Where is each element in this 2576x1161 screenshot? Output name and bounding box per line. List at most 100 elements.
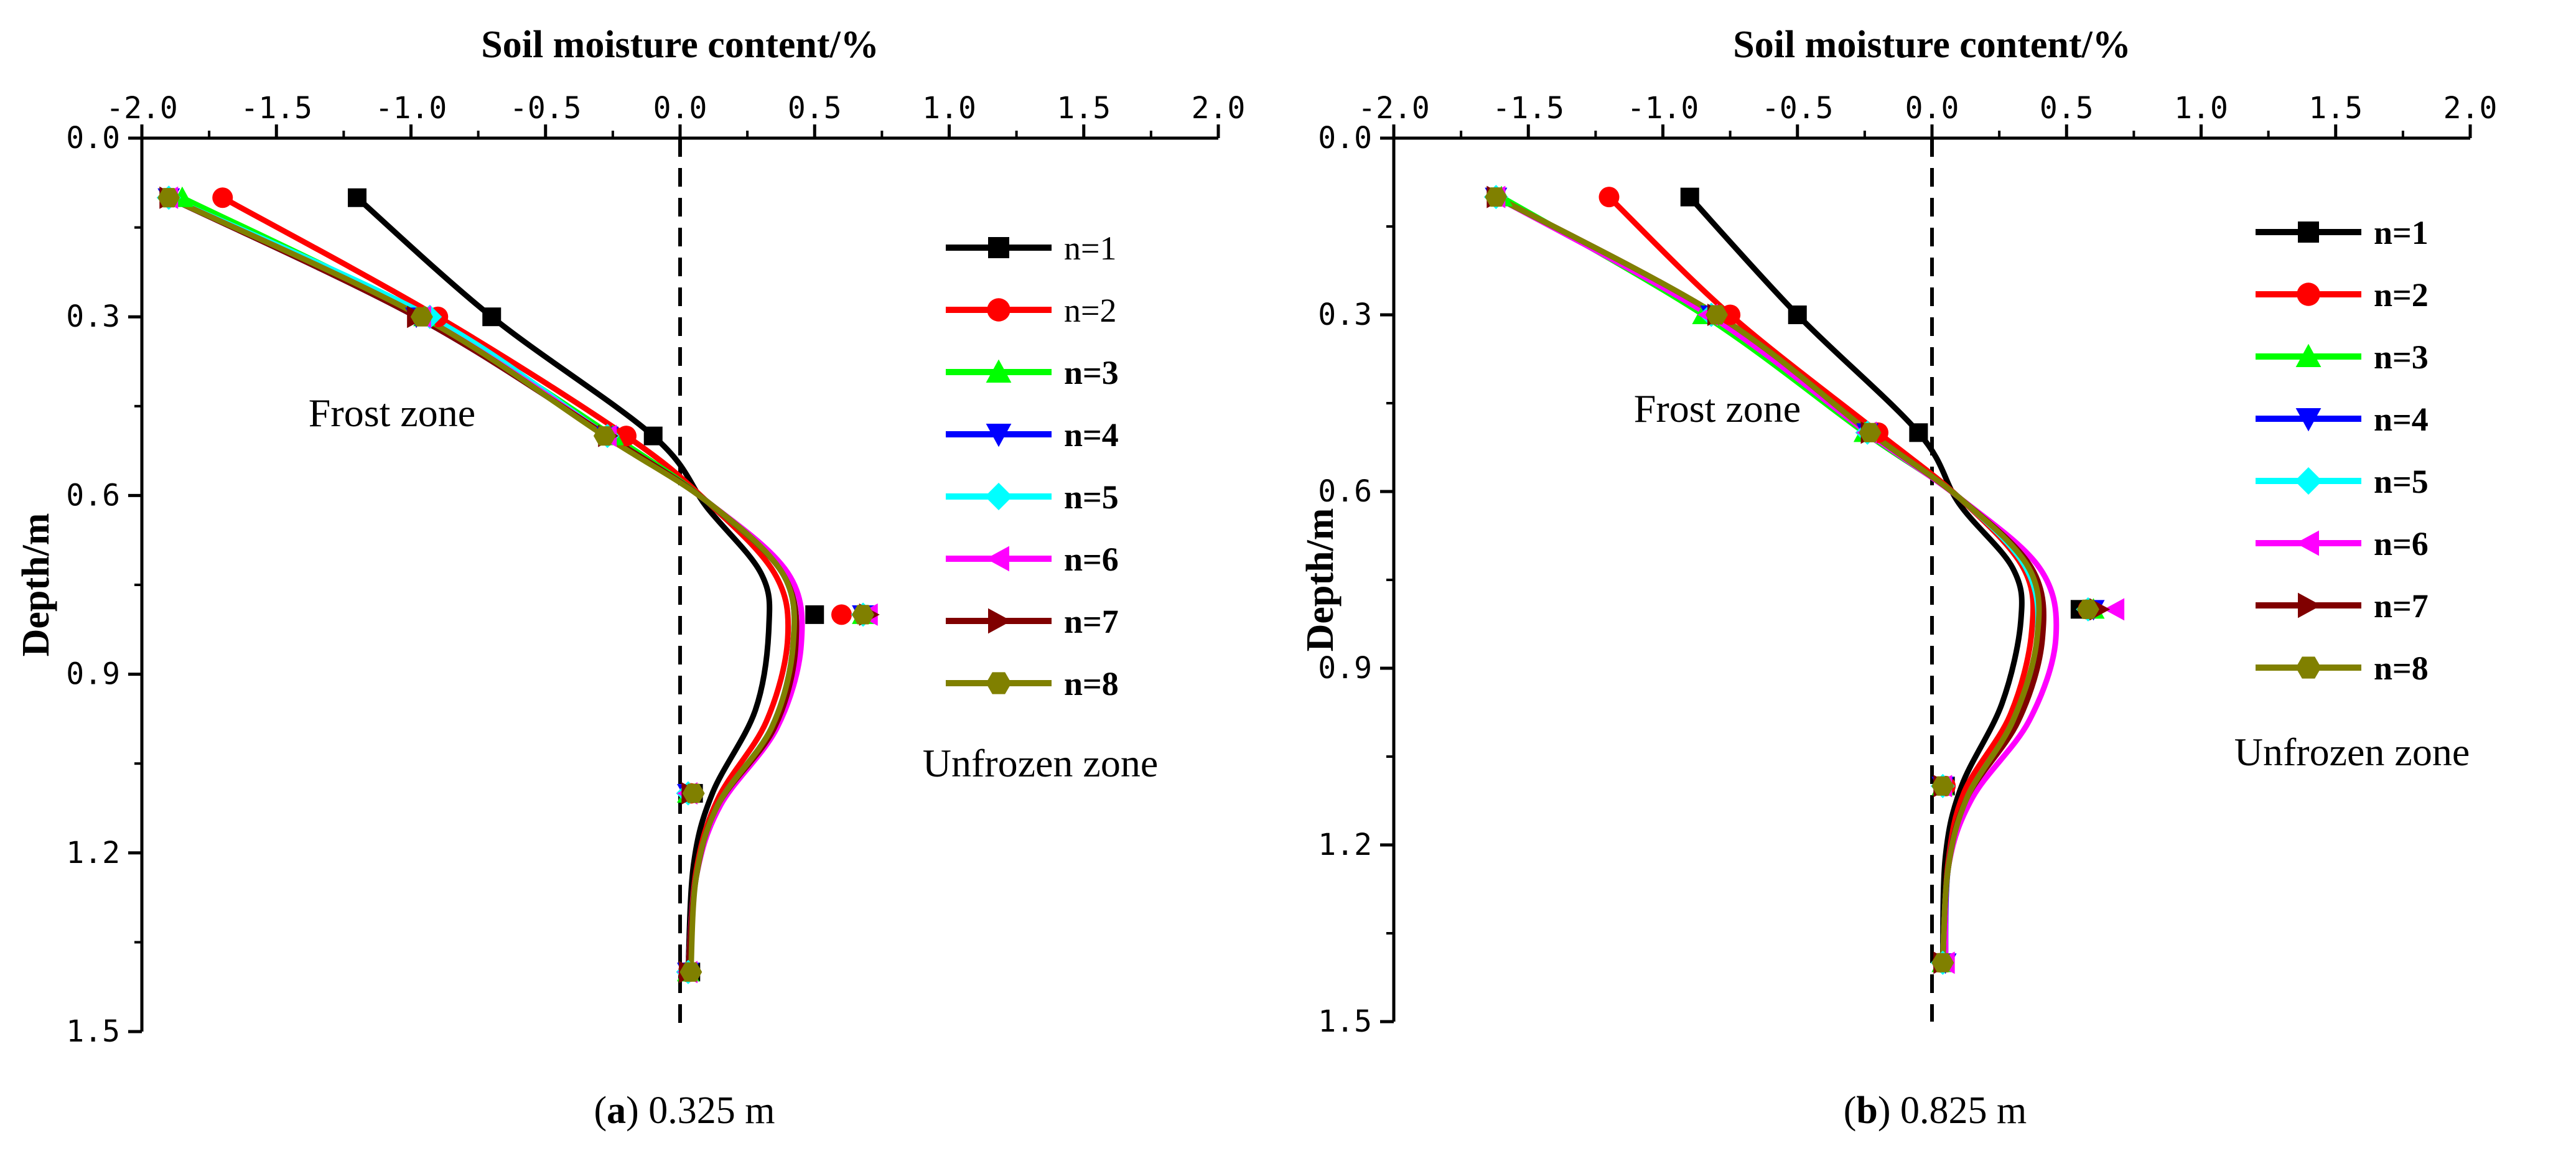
data-point-n=2	[212, 187, 233, 208]
y-tick-label: 0.6	[66, 478, 120, 513]
y-tick-label: 0.9	[1318, 651, 1372, 686]
legend-marker	[986, 424, 1012, 447]
legend-item: n=2	[2256, 276, 2429, 314]
legend-marker	[2295, 343, 2322, 367]
legend-item: n=4	[2256, 401, 2429, 438]
y-axis-title: Depth/m	[15, 513, 57, 657]
legend-item: n=3	[946, 354, 1119, 391]
series-line-n=7	[1493, 194, 2046, 966]
legend-item: n=7	[2256, 587, 2429, 625]
data-point-n=8	[593, 426, 616, 446]
legend-marker	[987, 298, 1010, 322]
x-tick-label: -1.0	[375, 91, 447, 126]
data-point-n=8	[410, 307, 433, 327]
legend-item: n=2	[946, 292, 1116, 329]
data-point-n=8	[157, 188, 180, 208]
data-point-n=8	[1931, 776, 1954, 796]
legend-label: n=7	[1064, 603, 1119, 640]
legend-item: n=3	[2256, 338, 2429, 376]
series-line-n=8	[1493, 194, 2042, 966]
legend-marker	[986, 672, 1012, 694]
data-point-n=8	[1931, 953, 1954, 972]
y-tick-label: 0.0	[1318, 121, 1372, 156]
legend-label: n=8	[1064, 665, 1119, 702]
x-tick-label: 1.5	[2308, 91, 2363, 126]
legend-item: n=6	[946, 541, 1119, 578]
legend-label: n=2	[1064, 292, 1116, 329]
x-axis-title: Soil moisture content/%	[481, 24, 879, 66]
data-point-n=8	[1485, 187, 1508, 207]
x-tick-label: -1.0	[1627, 91, 1699, 126]
data-point-n=2	[1598, 187, 1620, 208]
x-axis-title: Soil moisture content/%	[1733, 24, 2131, 66]
x-tick-label: -1.5	[1492, 91, 1564, 126]
legend-marker	[988, 237, 1009, 258]
y-tick-label: 0.0	[66, 121, 120, 156]
y-tick-label: 1.2	[66, 836, 120, 870]
legend-marker	[988, 608, 1012, 634]
legend-item: n=8	[2256, 650, 2429, 687]
data-point-n=1	[348, 188, 366, 207]
legend-label: n=3	[2374, 338, 2429, 376]
legend-label: n=1	[1064, 230, 1116, 267]
x-tick-label: 2.0	[2443, 91, 2498, 126]
data-point-n=8	[682, 783, 705, 803]
y-tick-label: 0.9	[66, 657, 120, 692]
chart-panel-a: -2.0 -1.5 -1.0 -0.5 0.0 0.5 1.0 1.5 2.0 0.0 0.3 0.6…	[15, 24, 1245, 1132]
zone-annotation: Frost zone	[1634, 386, 1801, 431]
y-axis-title: Depth/m	[1299, 508, 1342, 652]
data-point-n=8	[1859, 422, 1882, 442]
x-tick-label: 1.5	[1057, 91, 1111, 126]
legend-marker	[2295, 656, 2322, 679]
panel-caption: (b) 0.825 m	[1844, 1089, 2027, 1132]
legend-item: n=4	[946, 416, 1119, 454]
data-point-n=1	[805, 605, 824, 624]
legend-marker	[2295, 530, 2319, 556]
data-point-n=8	[679, 962, 702, 982]
data-point-n=8	[1706, 305, 1728, 325]
x-tick-label: -0.5	[1762, 91, 1834, 126]
x-tick-label: -1.5	[240, 91, 312, 126]
x-tick-label: 0.5	[2040, 91, 2094, 126]
data-point-n=2	[1720, 304, 1741, 325]
series-line-n=3	[1498, 194, 2044, 966]
x-tick-label: 0.0	[653, 91, 707, 126]
data-point-n=8	[852, 605, 875, 625]
data-point-n=1	[1909, 423, 1928, 442]
legend-item: n=5	[946, 478, 1119, 516]
y-tick-label: 0.3	[66, 299, 120, 334]
legend-marker	[2294, 467, 2323, 495]
x-tick-label: 1.0	[2174, 91, 2228, 126]
zone-annotation: Unfrozen zone	[923, 741, 1158, 785]
x-tick-label: -2.0	[106, 91, 178, 126]
data-point-n=8	[2076, 599, 2099, 619]
data-point-n=6	[2104, 598, 2125, 621]
series-line-n=1	[1687, 194, 2025, 966]
legend-item: n=8	[946, 665, 1119, 702]
legend-label: n=1	[2374, 214, 2429, 251]
zone-annotation: Unfrozen zone	[2234, 730, 2470, 774]
legend-label: n=4	[1064, 416, 1119, 454]
y-tick-label: 0.6	[1318, 474, 1372, 509]
legend-marker	[986, 359, 1012, 383]
data-point-n=1	[1788, 305, 1807, 324]
legend-marker	[2295, 408, 2322, 432]
legend-marker	[986, 546, 1009, 572]
legend-item: n=1	[946, 230, 1116, 267]
data-point-n=1	[1680, 187, 1699, 207]
y-tick-label: 0.3	[1318, 297, 1372, 332]
legend-label: n=2	[2374, 276, 2429, 314]
legend-marker	[984, 482, 1013, 511]
series-line-n=2	[1606, 194, 2037, 966]
legend-label: n=6	[1064, 541, 1119, 578]
legend-label: n=4	[2374, 401, 2429, 438]
legend-marker	[2298, 592, 2322, 618]
x-tick-label: -2.0	[1358, 91, 1430, 126]
legend-label: n=5	[1064, 478, 1119, 516]
data-point-n=2	[831, 604, 852, 625]
series-line-n=4	[1493, 194, 2044, 966]
data-point-n=1	[482, 307, 502, 327]
series-line-n=1	[354, 195, 773, 975]
legend-marker	[2298, 221, 2319, 243]
